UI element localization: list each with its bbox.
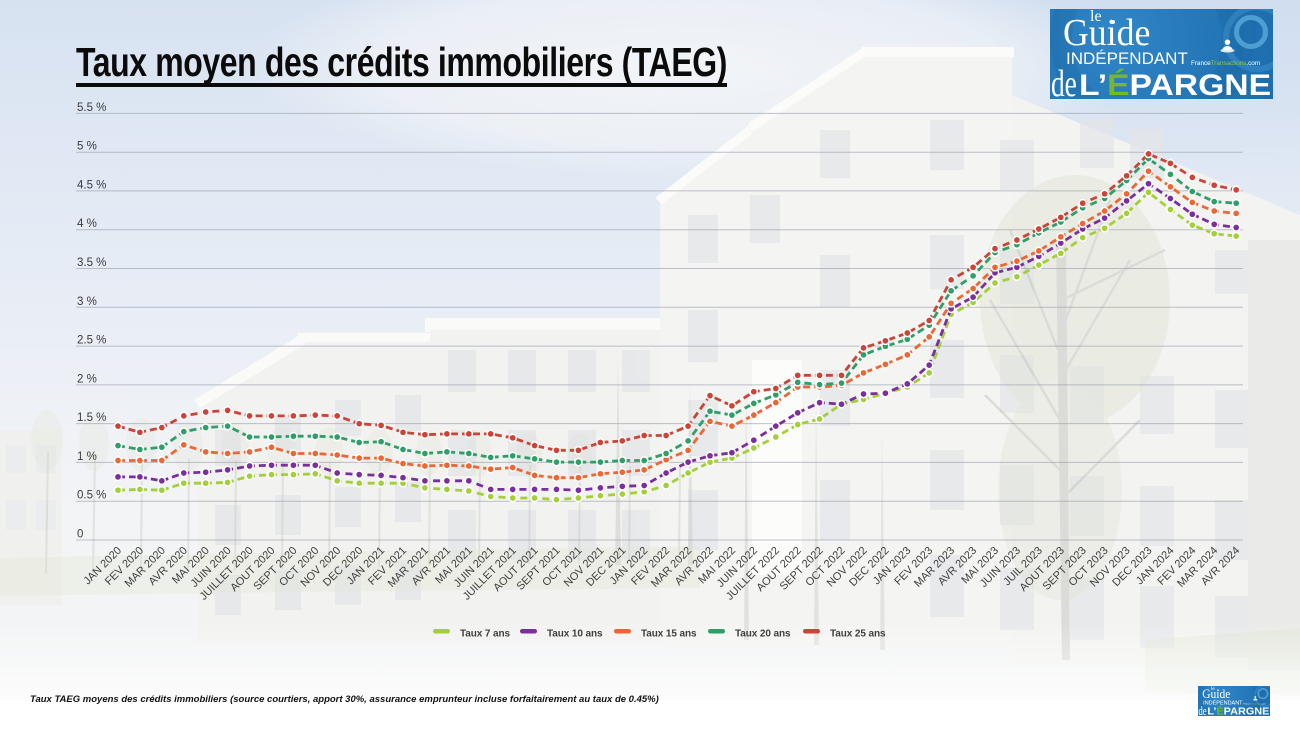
svg-text:Taux 20 ans: Taux 20 ans (735, 629, 791, 640)
svg-text:1 %: 1 % (77, 451, 97, 463)
svg-text:Taux 25 ans: Taux 25 ans (830, 629, 886, 640)
svg-text:3 %: 3 % (77, 296, 97, 308)
svg-text:5 %: 5 % (77, 141, 97, 153)
svg-text:4 %: 4 % (77, 218, 97, 230)
svg-text:4.5 %: 4.5 % (77, 179, 106, 191)
svg-text:3.5 %: 3.5 % (77, 257, 106, 269)
svg-text:1.5 %: 1.5 % (77, 412, 106, 424)
svg-text:Taux 7 ans: Taux 7 ans (460, 629, 510, 640)
svg-text:0: 0 (77, 529, 83, 541)
svg-text:Taux 10 ans: Taux 10 ans (547, 629, 603, 640)
svg-text:2 %: 2 % (77, 373, 97, 385)
svg-text:2.5 %: 2.5 % (77, 335, 106, 347)
svg-text:0.5 %: 0.5 % (77, 490, 106, 502)
svg-text:Taux 15 ans: Taux 15 ans (641, 629, 697, 640)
svg-text:5.5 %: 5.5 % (77, 102, 106, 114)
